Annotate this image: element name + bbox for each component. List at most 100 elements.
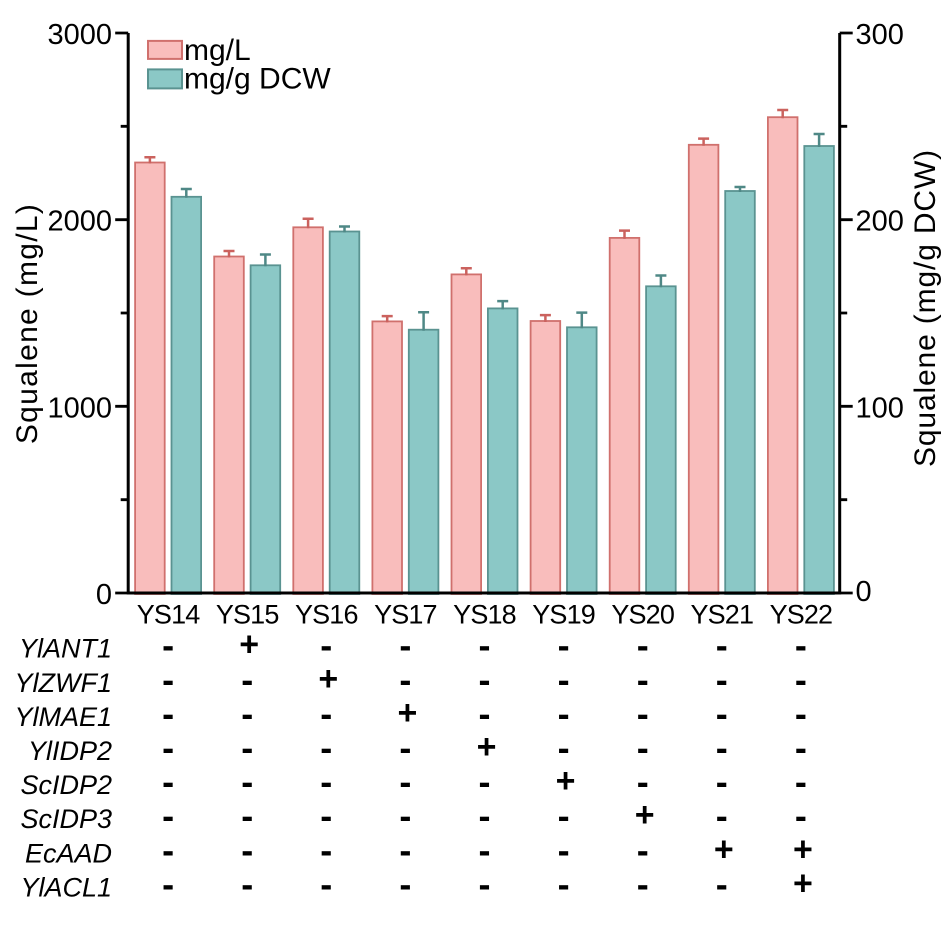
svg-text:+: +	[556, 762, 576, 800]
svg-text:-: -	[637, 659, 649, 700]
svg-text:+: +	[477, 728, 497, 766]
svg-text:-: -	[479, 693, 491, 734]
svg-text:-: -	[716, 625, 728, 666]
svg-text:YS17: YS17	[374, 600, 437, 630]
svg-text:ScIDP3: ScIDP3	[20, 804, 112, 834]
svg-text:-: -	[637, 693, 649, 734]
svg-text:YS19: YS19	[532, 600, 595, 630]
svg-text:0: 0	[856, 576, 872, 608]
svg-text:2000: 2000	[47, 206, 112, 238]
svg-text:-: -	[716, 761, 728, 802]
svg-text:-: -	[716, 795, 728, 836]
svg-text:YlANT1: YlANT1	[19, 634, 112, 664]
svg-text:-: -	[479, 761, 491, 802]
svg-text:-: -	[558, 863, 570, 904]
svg-text:-: -	[162, 625, 174, 666]
svg-text:YlIDP2: YlIDP2	[28, 736, 112, 766]
svg-text:100: 100	[856, 392, 904, 424]
svg-text:-: -	[795, 727, 807, 768]
svg-text:ScIDP2: ScIDP2	[20, 770, 112, 800]
svg-text:1000: 1000	[47, 392, 112, 424]
svg-text:mg/g DCW: mg/g DCW	[184, 63, 331, 96]
svg-text:-: -	[241, 761, 253, 802]
svg-text:-: -	[162, 795, 174, 836]
svg-text:-: -	[716, 693, 728, 734]
svg-text:YS20: YS20	[611, 600, 674, 630]
svg-text:-: -	[241, 863, 253, 904]
svg-text:-: -	[479, 659, 491, 700]
svg-text:-: -	[399, 659, 411, 700]
svg-text:-: -	[399, 795, 411, 836]
svg-text:-: -	[320, 761, 332, 802]
svg-text:3000: 3000	[47, 19, 112, 51]
svg-text:-: -	[795, 795, 807, 836]
svg-text:-: -	[558, 693, 570, 734]
svg-text:+: +	[239, 626, 259, 664]
svg-text:-: -	[558, 829, 570, 870]
svg-text:-: -	[320, 863, 332, 904]
svg-text:-: -	[399, 829, 411, 870]
svg-text:-: -	[320, 795, 332, 836]
svg-text:EcAAD: EcAAD	[25, 838, 112, 868]
svg-text:-: -	[162, 829, 174, 870]
svg-text:YS22: YS22	[770, 600, 833, 630]
svg-text:-: -	[558, 659, 570, 700]
svg-text:-: -	[637, 761, 649, 802]
svg-text:-: -	[162, 761, 174, 802]
svg-text:-: -	[162, 659, 174, 700]
svg-text:0: 0	[96, 579, 112, 611]
svg-text:-: -	[399, 727, 411, 768]
svg-text:200: 200	[856, 206, 904, 238]
svg-text:-: -	[479, 795, 491, 836]
svg-text:-: -	[241, 693, 253, 734]
svg-text:-: -	[162, 863, 174, 904]
svg-text:-: -	[241, 829, 253, 870]
svg-text:-: -	[241, 795, 253, 836]
svg-text:Squalene (mg/L): Squalene (mg/L)	[11, 203, 44, 444]
svg-text:-: -	[320, 625, 332, 666]
svg-text:YS16: YS16	[295, 600, 358, 630]
svg-text:mg/L: mg/L	[184, 34, 251, 67]
svg-text:-: -	[320, 727, 332, 768]
svg-text:-: -	[716, 659, 728, 700]
svg-text:-: -	[637, 727, 649, 768]
svg-text:+: +	[318, 660, 338, 698]
svg-text:-: -	[479, 625, 491, 666]
svg-text:-: -	[795, 659, 807, 700]
svg-text:-: -	[558, 727, 570, 768]
svg-text:-: -	[479, 829, 491, 870]
svg-text:-: -	[795, 693, 807, 734]
svg-text:-: -	[162, 727, 174, 768]
svg-text:-: -	[558, 625, 570, 666]
svg-text:YS18: YS18	[453, 600, 516, 630]
svg-text:-: -	[637, 625, 649, 666]
svg-text:-: -	[399, 761, 411, 802]
svg-text:-: -	[399, 863, 411, 904]
svg-text:YS21: YS21	[690, 600, 753, 630]
svg-text:YS14: YS14	[137, 600, 200, 630]
svg-text:YlACL1: YlACL1	[20, 872, 112, 902]
svg-text:-: -	[558, 795, 570, 836]
svg-text:+: +	[793, 830, 813, 868]
svg-text:-: -	[637, 829, 649, 870]
svg-text:-: -	[162, 693, 174, 734]
svg-text:-: -	[795, 625, 807, 666]
svg-text:-: -	[637, 863, 649, 904]
svg-text:-: -	[795, 761, 807, 802]
svg-text:YlMAE1: YlMAE1	[14, 702, 112, 732]
svg-text:YS15: YS15	[216, 600, 279, 630]
svg-text:-: -	[241, 659, 253, 700]
svg-text:-: -	[399, 625, 411, 666]
svg-text:+: +	[714, 830, 734, 868]
svg-text:-: -	[716, 863, 728, 904]
svg-text:-: -	[241, 727, 253, 768]
svg-text:+: +	[635, 796, 655, 834]
svg-text:YlZWF1: YlZWF1	[15, 668, 113, 698]
svg-text:-: -	[716, 727, 728, 768]
svg-text:-: -	[320, 693, 332, 734]
svg-text:-: -	[320, 829, 332, 870]
svg-text:300: 300	[856, 19, 904, 51]
svg-text:+: +	[397, 694, 417, 732]
svg-text:-: -	[479, 863, 491, 904]
svg-text:Squalene (mg/g DCW): Squalene (mg/g DCW)	[909, 149, 942, 467]
